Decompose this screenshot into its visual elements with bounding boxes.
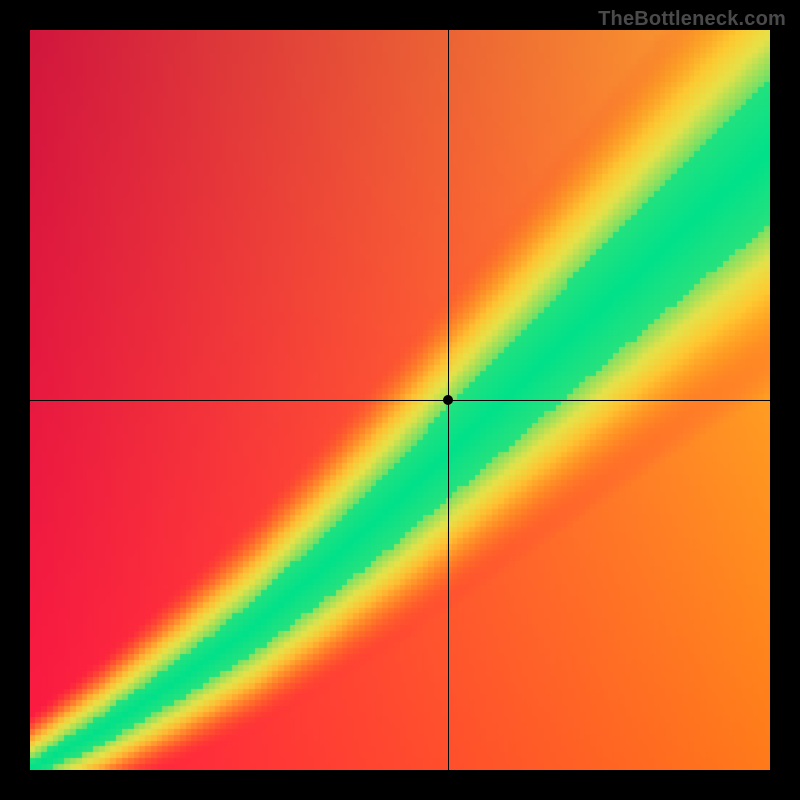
- watermark-text: TheBottleneck.com: [598, 8, 786, 31]
- heatmap-plot: [30, 30, 770, 770]
- crosshair-marker: [443, 395, 453, 405]
- crosshair-horizontal: [30, 400, 770, 401]
